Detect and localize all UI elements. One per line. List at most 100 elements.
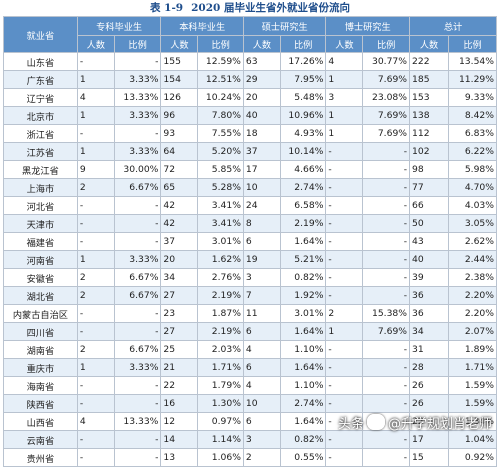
header-group-doctoral: 博士研究生 — [325, 16, 411, 36]
cell-count: 13 — [160, 448, 199, 467]
cell-ratio: 2.44% — [448, 250, 497, 269]
cell-count: 36 — [409, 304, 450, 323]
cell-count: 1 — [76, 142, 115, 161]
cell-count: - — [76, 322, 115, 341]
cell-ratio: 7.80% — [197, 106, 244, 125]
cell-ratio: - — [362, 178, 411, 197]
table-title: 表 1-9 2020 届毕业生省外就业省份流向 — [0, 0, 500, 16]
cell-ratio: 3.33% — [113, 142, 162, 161]
table-row: 江苏省 1 3.33% 64 5.20% 37 10.14% - -102 6.22% — [3, 142, 497, 161]
cell-count: 77 — [409, 178, 450, 197]
cell-count: 4 — [76, 88, 115, 107]
cell-count: 24 — [242, 196, 281, 215]
cell-count: 6 — [242, 322, 281, 341]
cell-count: 2 — [325, 304, 364, 323]
cell-count: 20 — [242, 88, 281, 107]
cell-count: - — [325, 412, 364, 431]
cell-ratio: - — [362, 412, 411, 431]
header-ratio: 比例 — [113, 35, 162, 53]
cell-count: - — [325, 286, 364, 305]
cell-count: 15 — [409, 448, 450, 467]
table-row: 安徽省 2 6.67% 34 2.76% 3 0.82% - -39 2.38% — [3, 268, 497, 287]
cell-count: 17 — [242, 160, 281, 179]
cell-ratio: 1.71% — [197, 358, 244, 377]
cell-ratio: 11.29% — [448, 70, 497, 89]
cell-province: 河北省 — [3, 196, 78, 215]
cell-count: 28 — [409, 358, 450, 377]
cell-count: 66 — [409, 196, 450, 215]
cell-ratio: 6.83% — [448, 124, 497, 143]
cell-count: - — [325, 448, 364, 467]
cell-count: 4 — [325, 52, 364, 71]
cell-count: 11 — [242, 304, 281, 323]
cell-ratio: 3.41% — [197, 214, 244, 233]
cell-ratio: 13.33% — [113, 412, 162, 431]
cell-count: - — [76, 214, 115, 233]
cell-count: 7 — [242, 286, 281, 305]
employment-table: 就业省 专科毕业生 本科毕业生 硕士研究生 博士研究生 总计 人数 比例 人数 … — [3, 16, 497, 467]
table-row: 北京市 1 3.33% 96 7.80% 40 10.96% 1 7.69% 138 8.42% — [3, 106, 497, 125]
cell-count: 4 — [242, 340, 281, 359]
cell-ratio: - — [113, 394, 162, 413]
table-row: 陕西省 - -16 1.30% 10 2.74% - -26 1.59% — [3, 394, 497, 413]
cell-ratio: 4.03% — [448, 196, 497, 215]
cell-count: 153 — [409, 88, 450, 107]
header-ratio: 比例 — [362, 35, 411, 53]
cell-ratio: 1.10% — [279, 376, 327, 395]
cell-ratio: 1.10% — [279, 340, 327, 359]
cell-ratio: 1.89% — [448, 340, 497, 359]
cell-count: - — [325, 178, 364, 197]
table-row: 广东省 1 3.33% 154 12.51% 29 7.95% 1 7.69% 185 11.29% — [3, 70, 497, 89]
cell-ratio: 5.28% — [197, 178, 244, 197]
cell-count: 1 — [76, 70, 115, 89]
cell-ratio: 5.21% — [279, 250, 327, 269]
cell-count: 20 — [160, 250, 199, 269]
cell-ratio: 7.69% — [362, 322, 411, 341]
cell-count: 1 — [325, 70, 364, 89]
header-count: 人数 — [242, 35, 281, 53]
cell-province: 安徽省 — [3, 268, 78, 287]
table-number: 表 1-9 — [149, 2, 184, 14]
cell-count: 12 — [160, 412, 199, 431]
cell-ratio: 17.26% — [279, 52, 327, 71]
cell-province: 山西省 — [3, 412, 78, 431]
cell-province: 浙江省 — [3, 124, 78, 143]
cell-count: 16 — [160, 394, 199, 413]
table-row: 河北省 - -42 3.41% 24 6.58% - -66 4.03% — [3, 196, 497, 215]
cell-count: 29 — [242, 70, 281, 89]
cell-ratio: 1.64% — [279, 358, 327, 377]
cell-ratio: 1.92% — [279, 286, 327, 305]
cell-ratio: 4.70% — [448, 178, 497, 197]
cell-count: 40 — [242, 106, 281, 125]
cell-count: 102 — [409, 142, 450, 161]
cell-ratio: 2.07% — [448, 322, 497, 341]
cell-count: - — [325, 268, 364, 287]
cell-ratio: 0.97% — [197, 412, 244, 431]
cell-ratio: 1.59% — [448, 394, 497, 413]
cell-ratio: 23.08% — [362, 88, 411, 107]
cell-count: - — [325, 250, 364, 269]
cell-count: 1 — [325, 322, 364, 341]
cell-province: 湖北省 — [3, 286, 78, 305]
cell-ratio: 2.62% — [448, 232, 497, 251]
cell-count: 65 — [160, 178, 199, 197]
cell-count: - — [325, 394, 364, 413]
cell-count: 2 — [76, 286, 115, 305]
cell-count: - — [76, 304, 115, 323]
cell-count: 34 — [409, 322, 450, 341]
header-row-metrics: 人数 比例 人数 比例 人数 比例 人数 比例 人数 比例 — [4, 35, 497, 53]
cell-ratio: 3.05% — [448, 214, 497, 233]
cell-count: 93 — [160, 124, 199, 143]
cell-count: 1 — [325, 106, 364, 125]
cell-ratio: 30.77% — [362, 52, 411, 71]
cell-ratio: 6.67% — [113, 340, 162, 359]
cell-ratio: 6.67% — [113, 178, 162, 197]
cell-count: 112 — [409, 124, 450, 143]
cell-count: 6 — [242, 412, 281, 431]
cell-province: 湖南省 — [3, 340, 78, 359]
cell-count: 18 — [242, 124, 281, 143]
cell-ratio: 2.19% — [197, 322, 244, 341]
cell-count: 37 — [160, 232, 199, 251]
cell-count: - — [76, 232, 115, 251]
cell-province: 陕西省 — [3, 394, 78, 413]
